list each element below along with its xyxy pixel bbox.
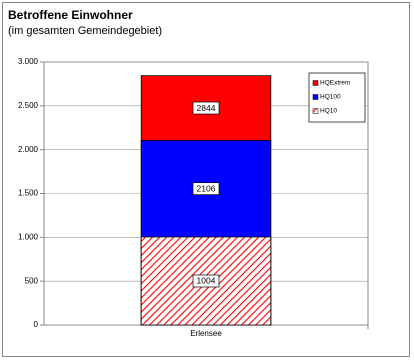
data-label-box bbox=[192, 274, 220, 288]
legend-swatch bbox=[312, 108, 319, 114]
x-tick-label: Erlensee bbox=[190, 329, 222, 338]
y-tick-label: 500 bbox=[25, 276, 39, 285]
y-tick-label: 2.000 bbox=[18, 145, 39, 154]
legend-label: HQExtrem bbox=[320, 80, 350, 87]
y-tick-label: 2.500 bbox=[18, 101, 39, 110]
data-label: 2106 bbox=[197, 183, 216, 193]
legend-label: HQ10 bbox=[320, 108, 337, 115]
legend-box bbox=[308, 72, 366, 123]
legend-swatch bbox=[312, 94, 319, 100]
legend-swatch bbox=[312, 80, 319, 86]
chart-subtitle: (im gesamten Gemeindegebiet) bbox=[8, 25, 162, 37]
y-tick-label: 1.500 bbox=[18, 189, 39, 198]
y-tick-label: 3.000 bbox=[18, 57, 39, 66]
data-label-box bbox=[192, 182, 220, 196]
y-tick-label: 0 bbox=[34, 320, 39, 329]
y-tick-label: 1.000 bbox=[18, 232, 39, 241]
data-label: 2844 bbox=[197, 103, 216, 113]
data-label: 1004 bbox=[197, 276, 216, 286]
data-label-box bbox=[192, 101, 220, 115]
legend-label: HQ100 bbox=[320, 94, 341, 101]
chart-title: Betroffene Einwohner bbox=[8, 8, 133, 22]
